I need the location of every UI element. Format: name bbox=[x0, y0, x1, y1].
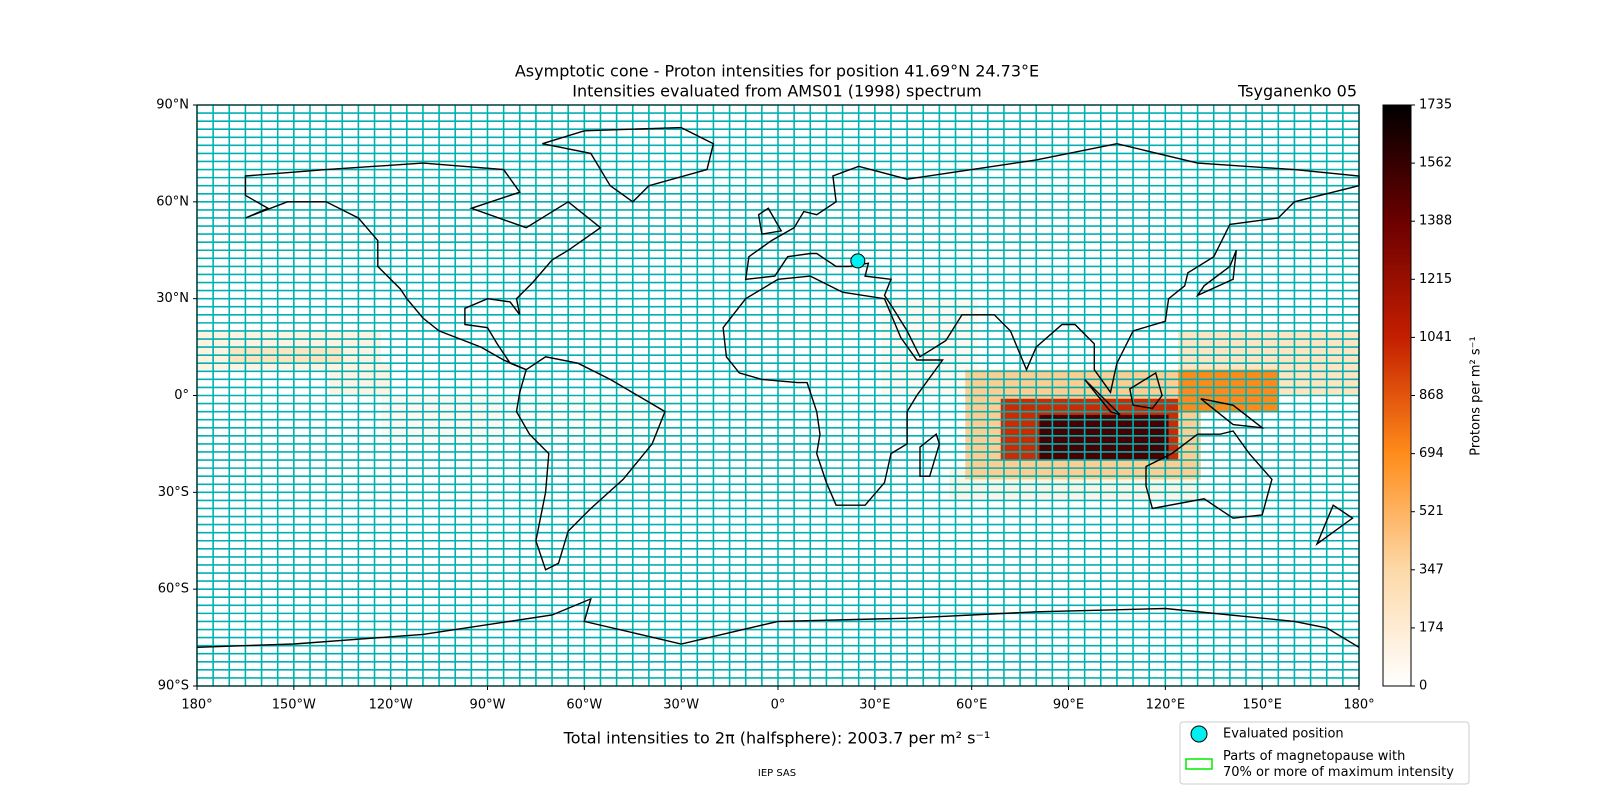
intensity-cell bbox=[1178, 369, 1279, 412]
colorbar-tick-label: 868 bbox=[1419, 388, 1444, 403]
model-label: Tsyganenko 05 bbox=[1237, 82, 1357, 101]
coastline bbox=[722, 275, 944, 506]
coastline bbox=[196, 597, 1360, 648]
x-tick-label: 180° bbox=[1343, 698, 1374, 713]
colorbar-tick-label: 1041 bbox=[1419, 330, 1452, 345]
legend-box bbox=[1179, 721, 1470, 785]
y-tick-label: 90°N bbox=[156, 98, 189, 113]
colorbar-tick-label: 1388 bbox=[1419, 214, 1452, 229]
colorbar-tick-label: 694 bbox=[1419, 446, 1444, 461]
chart-subtitle: Intensities evaluated from AMS01 (1998) … bbox=[572, 82, 981, 101]
coastline bbox=[1195, 250, 1237, 298]
x-tick-label: 60°W bbox=[566, 698, 602, 713]
intensity-cell bbox=[500, 395, 672, 441]
x-tick-label: 90°E bbox=[1053, 698, 1084, 713]
x-tick-label: 30°E bbox=[859, 698, 890, 713]
x-tick-label: 90°W bbox=[470, 698, 506, 713]
x-tick-label: 60°E bbox=[956, 698, 987, 713]
colorbar-label: Protons per m² s⁻¹ bbox=[1469, 336, 1484, 455]
chart-title: Asymptotic cone - Proton intensities for… bbox=[515, 62, 1039, 81]
evaluated-position bbox=[850, 253, 866, 269]
colorbar-scale bbox=[1382, 104, 1412, 687]
x-tick-label: 150°W bbox=[272, 698, 316, 713]
coastline bbox=[1129, 371, 1163, 410]
colorbar-tick-label: 0 bbox=[1419, 679, 1427, 694]
x-tick-label: 180° bbox=[181, 698, 212, 713]
coastline bbox=[244, 162, 602, 371]
colorbar: 0 174 347 521 694 868 1041 1215 1388 1562 1735 Prot… bbox=[1382, 98, 1484, 694]
colorbar-tick-label: 1215 bbox=[1419, 272, 1452, 287]
x-tick-label: 30°W bbox=[663, 698, 699, 713]
coastline bbox=[1200, 398, 1265, 429]
legend-line: Parts of magnetopause with bbox=[1223, 749, 1405, 764]
intensity-cell bbox=[380, 395, 501, 441]
x-tick-label: 120°E bbox=[1146, 698, 1186, 713]
coastline bbox=[515, 356, 666, 571]
coastline bbox=[744, 142, 1360, 394]
x-axis-label: Total intensities to 2π (halfsphere): 20… bbox=[563, 729, 991, 748]
legend-label: Parts of magnetopause with 70% or more of… bbox=[1223, 749, 1454, 780]
x-tick-label: 150°E bbox=[1242, 698, 1282, 713]
colorbar-tick-label: 174 bbox=[1419, 620, 1444, 635]
coastline bbox=[1084, 378, 1121, 416]
legend-line: 70% or more of maximum intensity bbox=[1223, 765, 1454, 780]
colorbar-tick-label: 347 bbox=[1419, 562, 1444, 577]
x-tick-label: 120°W bbox=[369, 698, 413, 713]
y-tick-label: 60°N bbox=[156, 194, 189, 209]
y-tick-label: 90°S bbox=[158, 679, 189, 694]
coastline bbox=[1145, 430, 1273, 519]
legend-marker bbox=[1190, 725, 1208, 743]
y-tick-label: 30°S bbox=[158, 485, 189, 500]
coastline bbox=[1315, 504, 1354, 547]
legend-marker bbox=[1185, 758, 1213, 770]
coastline bbox=[757, 207, 783, 235]
colorbar-tick-label: 521 bbox=[1419, 504, 1444, 519]
colorbar-tick-label: 1735 bbox=[1419, 98, 1452, 113]
y-tick-label: 60°S bbox=[158, 582, 189, 597]
y-tick-label: 0° bbox=[174, 388, 189, 403]
x-tick-label: 0° bbox=[771, 698, 786, 713]
legend-label: Evaluated position bbox=[1223, 727, 1344, 742]
cell-grid bbox=[196, 104, 1360, 687]
colorbar-tick-label: 1562 bbox=[1419, 156, 1452, 171]
footer: IEP SAS bbox=[758, 768, 796, 779]
coastlines bbox=[196, 126, 1360, 648]
y-tick-label: 30°N bbox=[156, 291, 189, 306]
coastline bbox=[919, 433, 941, 477]
coastline bbox=[542, 126, 715, 203]
